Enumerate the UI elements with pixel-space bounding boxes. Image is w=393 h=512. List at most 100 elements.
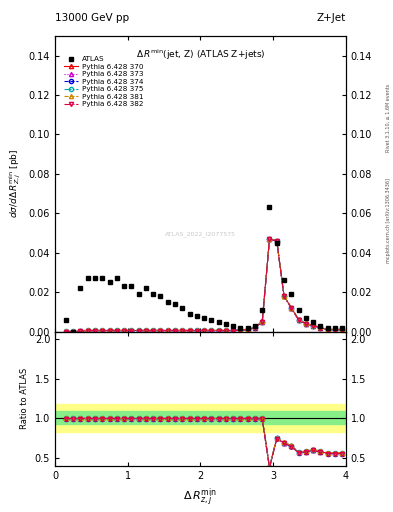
Pythia 6.428 374: [311, 323, 316, 329]
Pythia 6.428 382: [311, 323, 316, 329]
Line: Pythia 6.428 370: Pythia 6.428 370: [64, 237, 344, 334]
Pythia 6.428 375: [114, 327, 119, 333]
ATLAS: [202, 315, 206, 321]
ATLAS: [325, 325, 330, 331]
Pythia 6.428 370: [64, 329, 68, 335]
ATLAS: [85, 275, 90, 282]
Pythia 6.428 382: [93, 328, 97, 334]
Pythia 6.428 374: [107, 328, 112, 334]
Pythia 6.428 374: [151, 328, 156, 334]
Pythia 6.428 382: [64, 329, 68, 335]
Pythia 6.428 370: [129, 328, 134, 334]
Pythia 6.428 382: [216, 328, 221, 334]
ATLAS: [245, 325, 250, 331]
Pythia 6.428 374: [158, 328, 163, 334]
Pythia 6.428 381: [158, 327, 163, 333]
Pythia 6.428 382: [274, 238, 279, 244]
Pythia 6.428 375: [260, 318, 264, 325]
Pythia 6.428 375: [136, 327, 141, 333]
Line: Pythia 6.428 382: Pythia 6.428 382: [64, 237, 344, 334]
Pythia 6.428 370: [238, 327, 243, 333]
Text: mcplots.cern.ch [arXiv:1306.3436]: mcplots.cern.ch [arXiv:1306.3436]: [386, 178, 391, 263]
Pythia 6.428 375: [202, 327, 206, 333]
Pythia 6.428 375: [64, 328, 68, 334]
Pythia 6.428 381: [195, 327, 199, 333]
Pythia 6.428 370: [122, 328, 127, 334]
Pythia 6.428 373: [209, 327, 214, 333]
Pythia 6.428 382: [332, 327, 337, 333]
Pythia 6.428 374: [129, 328, 134, 334]
Pythia 6.428 370: [209, 328, 214, 334]
Pythia 6.428 382: [325, 327, 330, 333]
Pythia 6.428 374: [282, 293, 286, 299]
Pythia 6.428 381: [238, 327, 243, 333]
ATLAS: [143, 285, 148, 291]
Pythia 6.428 370: [318, 325, 323, 331]
Pythia 6.428 370: [85, 328, 90, 334]
Pythia 6.428 381: [187, 327, 192, 333]
Pythia 6.428 370: [325, 327, 330, 333]
Pythia 6.428 373: [325, 326, 330, 332]
Pythia 6.428 373: [129, 327, 134, 333]
Pythia 6.428 373: [195, 327, 199, 333]
Pythia 6.428 382: [260, 319, 264, 325]
ATLAS: [282, 277, 286, 283]
Pythia 6.428 381: [253, 324, 257, 330]
Pythia 6.428 373: [274, 238, 279, 244]
ATLAS: [122, 283, 127, 289]
Pythia 6.428 374: [260, 318, 264, 325]
Pythia 6.428 382: [136, 328, 141, 334]
Pythia 6.428 374: [209, 328, 214, 334]
Pythia 6.428 373: [202, 327, 206, 333]
Pythia 6.428 381: [260, 318, 264, 325]
Pythia 6.428 375: [129, 327, 134, 333]
ATLAS: [180, 305, 185, 311]
Pythia 6.428 373: [282, 293, 286, 299]
Pythia 6.428 382: [282, 293, 286, 300]
Pythia 6.428 373: [187, 327, 192, 333]
Pythia 6.428 382: [143, 328, 148, 334]
Pythia 6.428 370: [282, 293, 286, 299]
Pythia 6.428 381: [231, 327, 235, 333]
Pythia 6.428 381: [93, 327, 97, 333]
Pythia 6.428 373: [260, 318, 264, 325]
Pythia 6.428 374: [165, 328, 170, 334]
Pythia 6.428 373: [245, 326, 250, 332]
Pythia 6.428 375: [289, 305, 294, 311]
Pythia 6.428 375: [143, 327, 148, 333]
Pythia 6.428 382: [238, 327, 243, 333]
Pythia 6.428 370: [187, 328, 192, 334]
Pythia 6.428 374: [187, 328, 192, 334]
Pythia 6.428 382: [224, 328, 228, 334]
Pythia 6.428 381: [274, 238, 279, 244]
Pythia 6.428 381: [114, 327, 119, 333]
Pythia 6.428 373: [173, 327, 177, 333]
Pythia 6.428 374: [224, 328, 228, 334]
Pythia 6.428 373: [165, 327, 170, 333]
ATLAS: [296, 307, 301, 313]
Line: Pythia 6.428 373: Pythia 6.428 373: [64, 237, 344, 333]
Pythia 6.428 381: [245, 326, 250, 332]
Pythia 6.428 382: [122, 328, 127, 334]
Pythia 6.428 374: [274, 238, 279, 244]
Pythia 6.428 375: [325, 326, 330, 332]
Pythia 6.428 382: [85, 328, 90, 334]
Pythia 6.428 381: [173, 327, 177, 333]
Pythia 6.428 373: [107, 327, 112, 333]
Pythia 6.428 374: [332, 327, 337, 333]
Pythia 6.428 375: [173, 327, 177, 333]
ATLAS: [93, 275, 97, 282]
ATLAS: [318, 323, 323, 329]
Pythia 6.428 370: [93, 328, 97, 334]
Pythia 6.428 374: [93, 328, 97, 334]
Pythia 6.428 374: [289, 305, 294, 311]
Pythia 6.428 370: [107, 328, 112, 334]
Pythia 6.428 381: [311, 322, 316, 328]
ATLAS: [253, 323, 257, 329]
Pythia 6.428 370: [202, 328, 206, 334]
ATLAS: [187, 311, 192, 317]
Pythia 6.428 373: [289, 305, 294, 311]
Pythia 6.428 373: [267, 236, 272, 242]
Pythia 6.428 373: [64, 328, 68, 334]
Pythia 6.428 373: [143, 327, 148, 333]
